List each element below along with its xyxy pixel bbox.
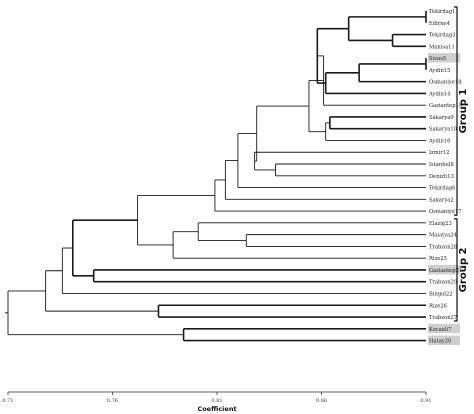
highlight-hatay20 bbox=[428, 335, 460, 346]
leaf-label-bingol22: Bingol22 bbox=[429, 291, 453, 297]
leaf-label-tekirdag3: Tekirdag3 bbox=[429, 33, 455, 39]
leaf-label-sakarya10: Sakarya10 bbox=[429, 127, 457, 133]
leaf-label-trabzon28: Trabzon28 bbox=[429, 244, 457, 250]
highlight-kocaeli7 bbox=[428, 323, 460, 334]
leaf-label-gaziantep21: Gaziantep21 bbox=[429, 268, 462, 274]
group-bracket-2 bbox=[454, 218, 458, 322]
group-bracket-1 bbox=[454, 6, 458, 216]
leaf-label-istanbul8: Istanbul8 bbox=[429, 162, 454, 168]
tick-label-3: 0.86 bbox=[316, 398, 327, 404]
tick-label-4: 0.91 bbox=[420, 398, 431, 404]
leaf-label-aydin14: Aydin14 bbox=[428, 91, 451, 97]
leaf-label-gaziantep19: Gaziantep19 bbox=[429, 103, 462, 109]
leaf-label-trabzon29: Trabzon29 bbox=[429, 280, 457, 286]
tick-label-0: 0.71 bbox=[2, 398, 13, 404]
axis-ticks: 0.71 0.76 0.81 0.86 0.91 bbox=[2, 392, 432, 404]
leaf-label-malatya24: Malatya24 bbox=[429, 233, 458, 239]
leaf-label-manisa11: Manisa11 bbox=[429, 44, 455, 50]
leaf-label-aydin16: Aydin16 bbox=[428, 138, 450, 144]
axis-title: Coefficient bbox=[197, 405, 236, 413]
leaf-label-sivas5: Sivas5 bbox=[429, 56, 446, 62]
highlight-sivas5 bbox=[428, 53, 460, 63]
leaf-label-izmir12: Izmir12 bbox=[429, 150, 449, 156]
coefficient-axis: 0.71 0.76 0.81 0.86 0.91 Coefficient bbox=[2, 391, 432, 413]
leaf-label-aydin15: Aydin15 bbox=[428, 68, 450, 74]
leaf-label-rize26: Rize26 bbox=[429, 303, 447, 309]
tick-label-2: 0.81 bbox=[211, 398, 222, 404]
leaf-label-sakarya9: Sakarya9 bbox=[429, 115, 454, 121]
leaf-label-osmaniye17: Osmaniye17 bbox=[429, 209, 462, 215]
leaf-label-kocaeli7: Kocaeli7 bbox=[429, 327, 452, 333]
dendrogram-tree bbox=[5, 11, 427, 342]
leaf-label-tekirdag6: Tekirdag6 bbox=[429, 186, 455, 192]
leaf-label-denizli13: Denizli13 bbox=[429, 174, 454, 180]
leaf-highlights bbox=[428, 53, 460, 346]
leaf-label-tekirdag1: Tekirdag1 bbox=[429, 9, 455, 15]
leaf-label-elazig23: Elazig23 bbox=[429, 221, 452, 227]
highlight-gaziantep21 bbox=[428, 264, 460, 275]
leaf-labels: Tekirdag1 Edirne4 Tekirdag3 Manisa11 Sivas5 A… bbox=[428, 9, 462, 345]
leaf-label-rize25: Rize25 bbox=[429, 256, 447, 262]
leaf-label-hatay20: Hatay20 bbox=[429, 339, 451, 345]
group-label-2: Group 2 bbox=[458, 248, 469, 293]
group-brackets: Group 1 Group 2 bbox=[454, 6, 469, 322]
leaf-label-edirne4: Edirne4 bbox=[429, 21, 451, 27]
leaf-label-osmaniye18: Osmaniye18 bbox=[429, 80, 462, 86]
leaf-label-trabzon27: Trabzon27 bbox=[429, 315, 457, 321]
tick-label-1: 0.76 bbox=[107, 398, 118, 404]
leaf-label-sakarya2: Sakarya2 bbox=[429, 197, 454, 203]
group-label-1: Group 1 bbox=[458, 89, 469, 134]
